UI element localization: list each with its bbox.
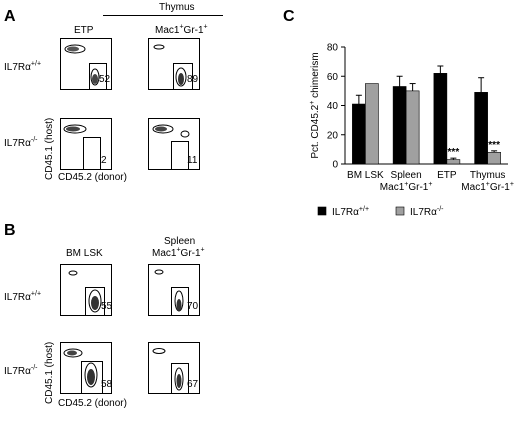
bar-ko: [487, 152, 501, 165]
gate-box: [81, 361, 103, 394]
gate-percentage: 70: [187, 301, 199, 312]
panel-a-col-etp: ETP: [74, 25, 94, 36]
gate-percentage: 2: [101, 155, 107, 166]
gate-box: [171, 141, 189, 170]
x-tick-label: ETP: [437, 170, 457, 181]
panel-a-row1-label: IL7Rα+/+: [4, 60, 42, 73]
y-tick-label: 40: [327, 101, 339, 112]
facs-plot-b-ko-spleen: 67: [148, 342, 200, 394]
panel-b-row2-label: IL7Rα-/-: [4, 364, 38, 377]
x-tick-label: Mac1+Gr-1+: [380, 181, 433, 193]
facs-plot-b-wt-lsk: 55: [60, 264, 112, 316]
panel-b-col-spleen: Spleen: [164, 236, 196, 247]
facs-plot-a-ko-mac: 11: [148, 118, 200, 170]
gate-percentage: 52: [99, 74, 111, 85]
bar-wt: [433, 73, 448, 165]
panel-a-xlabel: CD45.2 (donor): [58, 172, 127, 183]
panel-a-header-line: [103, 15, 223, 16]
y-tick-label: 0: [332, 160, 338, 171]
legend-swatch-wt: [317, 206, 327, 216]
facs-plot-b-wt-spleen: 70: [148, 264, 200, 316]
bar-wt: [474, 92, 488, 165]
y-axis-label: Pct. CD45.2+ chimerism: [309, 52, 321, 158]
facs-plot-b-ko-lsk: 58: [60, 342, 112, 394]
panel-a-thymus-header: Thymus: [159, 2, 195, 13]
bar-wt: [352, 103, 366, 165]
y-tick-label: 80: [327, 43, 339, 54]
gate-box: [89, 63, 107, 90]
panel-a-row2-label: IL7Rα-/-: [4, 136, 38, 149]
gate-box: [171, 363, 189, 394]
bar-ko: [365, 83, 379, 165]
bar-wt: [392, 86, 407, 165]
gate-box: [83, 137, 101, 170]
legend-label-wt: IL7Rα+/+: [332, 206, 369, 218]
facs-plot-a-wt-etp: 52: [60, 38, 112, 90]
panel-b-col-mac1gr1: Mac1+Gr-1+: [152, 246, 205, 259]
gate-percentage: 58: [101, 379, 113, 390]
panel-b-letter: B: [4, 222, 16, 239]
x-tick-label: Thymus: [470, 170, 506, 181]
panel-a-col-mac1gr1: Mac1+Gr-1+: [155, 23, 208, 36]
gate-percentage: 11: [187, 155, 198, 166]
panel-c-letter: C: [283, 8, 295, 25]
gate-percentage: 89: [187, 74, 199, 85]
panel-a-ylabel: CD45.1 (host): [44, 117, 55, 180]
gate-percentage: 55: [101, 301, 113, 312]
legend-swatch-ko: [395, 206, 405, 216]
x-tick-label: Spleen: [391, 170, 422, 181]
panel-b-xlabel: CD45.2 (donor): [58, 398, 127, 409]
x-tick-label: Mac1+Gr-1+: [461, 181, 514, 193]
y-tick-label: 20: [327, 130, 339, 141]
significance-marker: ***: [448, 147, 460, 158]
gate-box: [171, 287, 189, 316]
significance-marker: ***: [488, 140, 500, 151]
x-tick-label: BM LSK: [347, 170, 384, 181]
panel-b-col-bmlsk: BM LSK: [66, 248, 103, 259]
legend-label-ko: IL7Rα-/-: [410, 206, 444, 218]
bar-ko: [405, 90, 420, 165]
bar-ko: [446, 159, 461, 165]
gate-percentage: 67: [187, 379, 199, 390]
facs-plot-a-wt-mac: 89: [148, 38, 200, 90]
panel-b-ylabel: CD45.1 (host): [44, 341, 55, 404]
facs-plot-a-ko-etp: 2: [60, 118, 112, 170]
panel-a-letter: A: [4, 8, 16, 25]
gate-box: [173, 63, 193, 90]
y-tick-label: 60: [327, 72, 339, 83]
panel-b-row1-label: IL7Rα+/+: [4, 290, 42, 303]
gate-box: [85, 287, 105, 316]
